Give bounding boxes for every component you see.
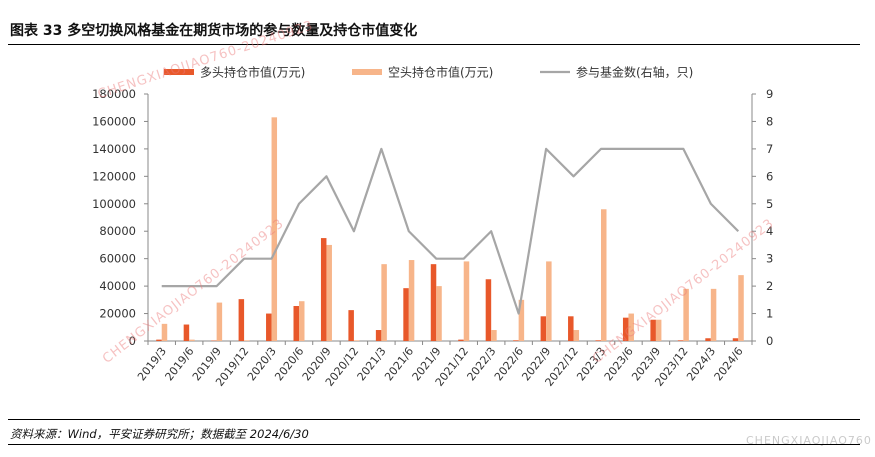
- legend-label: 参与基金数(右轴，只): [576, 65, 693, 80]
- bar-short: [299, 301, 305, 341]
- y-left-tick-label: 0: [129, 334, 136, 348]
- legend-swatch: [352, 69, 382, 75]
- bar-long: [568, 316, 574, 341]
- legend-label: 空头持仓市值(万元): [388, 65, 493, 80]
- bar-long: [430, 264, 437, 341]
- bar-short: [518, 299, 525, 341]
- y-left-tick-label: 40000: [99, 279, 136, 293]
- legend-label: 多头持仓市值(万元): [200, 65, 305, 80]
- y-right-tick-label: 1: [766, 307, 773, 321]
- bar-long: [485, 279, 492, 341]
- bar-short: [408, 260, 415, 341]
- bars: [156, 117, 744, 341]
- axes: 0 20000 40000 60000 80000 100000 120000 140000 1…: [92, 87, 773, 389]
- bar-short: [161, 323, 168, 341]
- legend-swatch: [164, 69, 194, 75]
- bar-short: [491, 330, 497, 341]
- watermark-corner: CHENGXIAOJIAO760: [746, 434, 872, 447]
- bar-long: [732, 338, 739, 341]
- y-right-tick-label: 3: [766, 252, 773, 266]
- bar-short: [353, 340, 360, 341]
- bar-long: [156, 339, 162, 341]
- y-right-tick-label: 9: [766, 87, 773, 101]
- bar-long: [595, 340, 601, 341]
- y-left-tick-label: 100000: [92, 197, 136, 211]
- bar-short: [381, 264, 387, 341]
- y-right-tick-label: 2: [766, 279, 773, 293]
- bar-long: [540, 316, 547, 341]
- title-divider: [8, 44, 860, 45]
- y-left-tick-label: 140000: [92, 142, 136, 156]
- bar-short: [244, 340, 250, 341]
- bar-long: [513, 340, 519, 341]
- x-tick-label: 2024/6: [712, 345, 746, 384]
- bottom-divider: [8, 444, 860, 445]
- y-right-tick-label: 8: [766, 114, 773, 128]
- bar-long: [266, 313, 272, 341]
- bar-short: [573, 330, 580, 341]
- bar-long: [375, 330, 382, 341]
- bar-long: [650, 319, 656, 341]
- y-left-tick-label: 120000: [92, 169, 136, 183]
- bar-long: [348, 310, 354, 341]
- bar-short: [436, 286, 442, 341]
- bar-long: [238, 299, 245, 341]
- chart-title: 图表 33 多空切换风格基金在期货市场的参与数量及持仓市值变化: [10, 23, 418, 39]
- footer-divider: [8, 419, 860, 420]
- bar-short: [271, 117, 278, 341]
- line-count: [161, 147, 740, 315]
- bar-long: [458, 339, 464, 341]
- bar-short: [655, 319, 662, 341]
- bar-long: [293, 306, 299, 341]
- bar-long: [622, 317, 629, 341]
- y-right-tick-label: 7: [766, 142, 773, 156]
- legend: 多头持仓市值(万元) 空头持仓市值(万元) 参与基金数(右轴，只): [164, 65, 693, 80]
- bar-short: [546, 261, 552, 341]
- title-bar: 图表 33 多空切换风格基金在期货市场的参与数量及持仓市值变化: [8, 14, 860, 42]
- y-right-tick-label: 6: [766, 169, 773, 183]
- y-left-tick-label: 20000: [99, 307, 136, 321]
- source-note: 资料来源：Wind，平安证券研究所；数据截至 2024/6/30: [10, 427, 309, 441]
- bar-long: [677, 340, 684, 341]
- y-right-tick-label: 0: [766, 334, 773, 348]
- bar-long: [183, 324, 190, 341]
- bar-long: [403, 288, 409, 341]
- bar-short: [601, 209, 607, 341]
- bar-long: [705, 338, 711, 341]
- bar-short: [738, 275, 744, 341]
- line-series: [161, 147, 740, 315]
- bar-short: [628, 313, 634, 341]
- y-right-tick-label: 5: [766, 197, 773, 211]
- y-left-tick-label: 80000: [99, 224, 136, 238]
- y-left-tick-label: 60000: [99, 252, 136, 266]
- y-right-tick-label: 4: [766, 224, 773, 238]
- y-left-tick-label: 160000: [92, 114, 136, 128]
- bar-short: [710, 288, 717, 341]
- bar-short: [463, 261, 470, 341]
- bar-short: [683, 288, 689, 341]
- bar-short: [216, 302, 223, 341]
- bar-short: [326, 244, 332, 341]
- bar-short: [189, 339, 195, 341]
- bar-long: [320, 238, 327, 341]
- y-left-tick-label: 180000: [92, 87, 136, 101]
